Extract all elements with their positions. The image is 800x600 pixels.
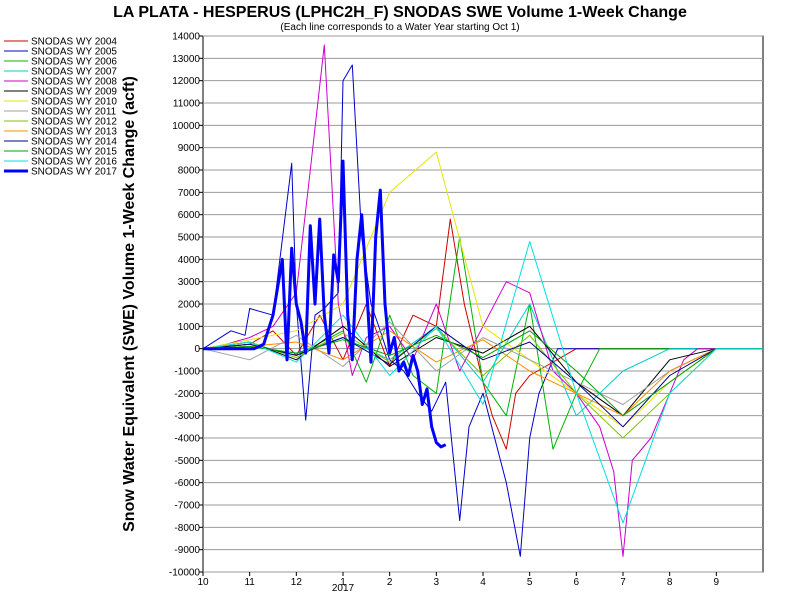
- y-tick-label: 12000: [172, 76, 200, 87]
- legend-label-snodas-wy-2012: SNODAS WY 2012: [31, 117, 117, 128]
- plot-area: [202, 35, 764, 573]
- legend-label-snodas-wy-2008: SNODAS WY 2008: [31, 77, 117, 88]
- y-tick-label: 9000: [178, 143, 201, 154]
- y-tick-label: 14000: [172, 32, 200, 43]
- x-axis: 10 11 12 1 2 3 4 5 6 7 8 9: [197, 572, 720, 588]
- series-line-snodas-wy-2014: [203, 325, 763, 428]
- series-line-snodas-wy-2016: [203, 241, 763, 524]
- x-tick-label: 2: [387, 577, 393, 588]
- series-line-snodas-wy-2009: [203, 325, 763, 417]
- y-tick-label: -10000: [169, 568, 201, 579]
- legend-label-snodas-wy-2006: SNODAS WY 2006: [31, 57, 117, 68]
- y-tick-label: 5000: [178, 233, 201, 244]
- x-tick-label: 8: [667, 577, 673, 588]
- y-axis: 1400013000120001100010000900080007000600…: [169, 32, 203, 579]
- legend-label-snodas-wy-2007: SNODAS WY 2007: [31, 67, 117, 78]
- y-tick-label: 0: [194, 344, 200, 355]
- y-tick-label: -2000: [174, 389, 200, 400]
- y-tick-label: 4000: [178, 255, 201, 266]
- y-tick-label: 1000: [178, 322, 201, 333]
- y-tick-label: 2000: [178, 300, 201, 311]
- legend-label-snodas-wy-2010: SNODAS WY 2010: [31, 97, 117, 108]
- series-line-snodas-wy-2015: [203, 330, 763, 417]
- legend-label-snodas-wy-2016: SNODAS WY 2016: [31, 157, 117, 168]
- y-tick-label: 11000: [173, 99, 201, 110]
- y-tick-label: -6000: [174, 478, 200, 489]
- x-tick-label: 7: [620, 577, 626, 588]
- legend-label-snodas-wy-2004: SNODAS WY 2004: [31, 37, 117, 48]
- x-tick-label: 3: [434, 577, 440, 588]
- x-tick-label: 9: [714, 577, 720, 588]
- y-tick-label: 7000: [178, 188, 201, 199]
- legend-label-snodas-wy-2013: SNODAS WY 2013: [31, 127, 117, 138]
- x-tick-label: 1: [340, 577, 346, 588]
- y-tick-label: -4000: [174, 434, 200, 445]
- legend-label-snodas-wy-2017: SNODAS WY 2017: [31, 167, 117, 178]
- series-lines: [203, 44, 763, 557]
- x-tick-label: 11: [244, 577, 255, 588]
- series-line-snodas-wy-2005: [203, 64, 763, 557]
- x-tick-label: 10: [197, 577, 209, 588]
- y-tick-label: -5000: [174, 456, 200, 467]
- chart-title: LA PLATA - HESPERUS (LPHC2H_F) SNODAS SW…: [113, 4, 687, 21]
- x-year-label: 2017: [332, 583, 355, 594]
- x-tick-label: 6: [574, 577, 580, 588]
- chart-subtitle: (Each line corresponds to a Water Year s…: [280, 22, 519, 33]
- y-axis-label: Snow Water Equivalent (SWE) Volume 1-Wee…: [121, 76, 138, 532]
- y-tick-label: 8000: [178, 166, 201, 177]
- x-tick-label: 4: [480, 577, 486, 588]
- y-tick-label: -3000: [174, 411, 200, 422]
- x-tick-label: 5: [527, 577, 533, 588]
- y-tick-label: -9000: [174, 545, 200, 556]
- y-tick-label: -7000: [174, 501, 200, 512]
- y-tick-label: 3000: [178, 277, 201, 288]
- y-tick-label: -1000: [174, 367, 200, 378]
- y-tick-label: 13000: [172, 54, 200, 65]
- legend-label-snodas-wy-2014: SNODAS WY 2014: [31, 137, 117, 148]
- legend-label-snodas-wy-2011: SNODAS WY 2011: [31, 107, 117, 118]
- y-tick-label: 6000: [178, 210, 201, 221]
- x-tick-label: 12: [291, 577, 303, 588]
- legend-label-snodas-wy-2009: SNODAS WY 2009: [31, 87, 117, 98]
- series-line-snodas-wy-2013: [203, 330, 763, 417]
- y-tick-label: -8000: [174, 523, 200, 534]
- y-tick-label: 10000: [172, 121, 200, 132]
- legend-label-snodas-wy-2005: SNODAS WY 2005: [31, 47, 117, 58]
- series-line-snodas-wy-2017: [203, 159, 447, 449]
- legend-label-snodas-wy-2015: SNODAS WY 2015: [31, 147, 117, 158]
